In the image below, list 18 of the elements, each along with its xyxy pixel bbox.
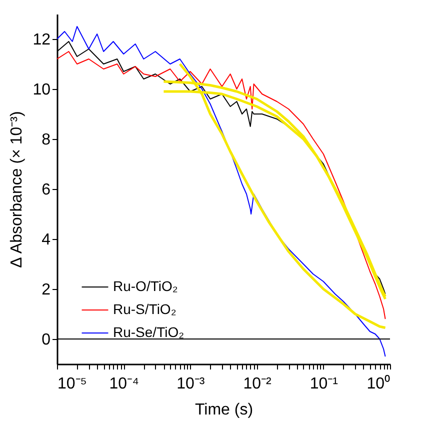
- legend-label: Ru-S/TiO₂: [113, 301, 176, 317]
- y-tick-label: 4: [42, 232, 51, 248]
- y-tick-label: 10: [32, 82, 51, 98]
- y-axis-title: Δ Absorbance (× 10⁻³): [8, 111, 26, 268]
- legend-label: Ru-Se/TiO₂: [113, 324, 184, 340]
- y-tick-label: 2: [42, 282, 51, 298]
- x-tick-label: 10⁻¹: [310, 376, 338, 392]
- legend-label: Ru-O/TiO₂: [113, 278, 178, 294]
- x-tick-label: 10⁰: [366, 374, 390, 392]
- x-axis-title: Time (s): [194, 402, 254, 418]
- y-tick-label: 8: [42, 132, 51, 148]
- y-tick-label: 6: [42, 182, 51, 198]
- y-tick-label: 0: [42, 332, 51, 348]
- x-tick-label: 10⁻²: [243, 376, 272, 392]
- y-tick-label: 12: [32, 32, 51, 48]
- x-tick-label: 10⁻⁴: [109, 376, 140, 392]
- x-tick-label: 10⁻³: [176, 376, 206, 392]
- x-tick-label: 10⁻⁵: [58, 376, 87, 392]
